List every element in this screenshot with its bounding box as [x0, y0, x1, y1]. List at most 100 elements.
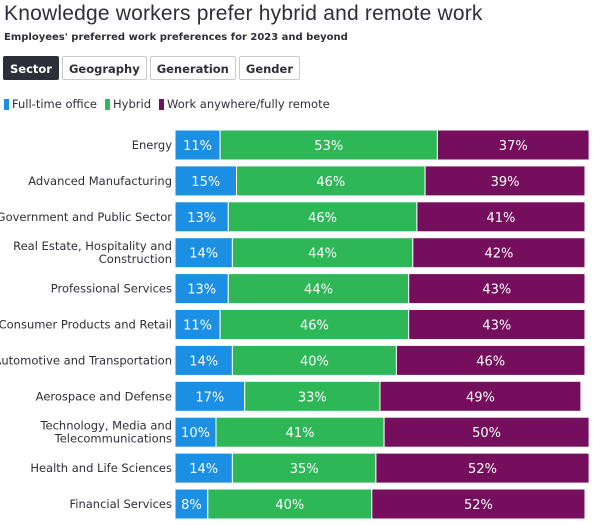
bar-segment-remote[interactable] — [412, 237, 586, 269]
bar-segment-hybrid[interactable] — [227, 201, 418, 233]
category-label: Consumer Products and Retail — [0, 318, 172, 332]
data-label-remote: 46% — [476, 354, 505, 369]
category-label: Automotive and Transportation — [0, 353, 172, 367]
category-label: Energy — [132, 138, 172, 152]
bar-segment-remote[interactable] — [416, 201, 586, 233]
data-label-remote: 49% — [466, 390, 495, 405]
bar-row: Energy 11% 53% 37% — [132, 129, 590, 161]
bar-segment-full-time-office[interactable] — [174, 129, 221, 161]
bar-row: Advanced Manufacturing 15% 46% 39% — [28, 165, 586, 197]
bar-segment-remote[interactable] — [424, 165, 586, 197]
legend-label-hybrid: Hybrid — [113, 97, 151, 111]
legend-swatch-full-time-office — [4, 98, 9, 110]
bar-row: Automotive and Transportation 14% 40% 46% — [0, 344, 586, 376]
data-label-hybrid: 53% — [314, 139, 343, 154]
bar-segment-remote[interactable] — [436, 129, 590, 161]
data-label-full-time-office: 15% — [191, 175, 220, 190]
bar-segment-hybrid[interactable] — [236, 165, 426, 197]
data-label-full-time-office: 11% — [183, 319, 212, 334]
data-label-full-time-office: 11% — [183, 139, 212, 154]
category-label: Financial Services — [69, 497, 172, 511]
category-label: Health and Life Sciences — [30, 461, 172, 475]
data-label-hybrid: 35% — [290, 462, 319, 477]
bar-segment-remote[interactable] — [379, 380, 582, 412]
stacked-bar-chart: Energy 11% 53% 37% Advanced Manufacturing 15%… — [0, 129, 590, 520]
chart-legend: Full-time office Hybrid Work anywhere/fu… — [4, 97, 330, 111]
bar-row: Government and Public Sector 13% 46% 41% — [0, 201, 586, 233]
legend-item-remote[interactable]: Work anywhere/fully remote — [159, 97, 330, 111]
chart-title: Knowledge workers prefer hybrid and remo… — [4, 2, 483, 25]
category-label: Government and Public Sector — [0, 210, 172, 224]
data-label-full-time-office: 10% — [181, 426, 210, 441]
bar-segment-full-time-office[interactable] — [174, 416, 217, 448]
bar-segment-hybrid[interactable] — [231, 344, 397, 376]
chart-subtitle: Employees' preferred work preferences fo… — [4, 32, 348, 43]
bar-segment-remote[interactable] — [375, 452, 590, 484]
category-label: Real Estate, Hospitality and Construction — [13, 239, 172, 266]
data-label-remote: 52% — [468, 462, 497, 477]
legend-swatch-hybrid — [105, 98, 111, 110]
bar-row: Technology, Media and Telecommunications 1… — [39, 416, 590, 448]
category-label: Aerospace and Defense — [36, 389, 172, 403]
tab-generation[interactable]: Generation — [149, 56, 236, 80]
bar-segment-full-time-office[interactable] — [174, 488, 209, 520]
data-label-full-time-office: 14% — [189, 462, 218, 477]
data-label-full-time-office: 13% — [187, 283, 216, 298]
data-label-remote: 43% — [482, 283, 511, 298]
bar-segment-remote[interactable] — [408, 273, 586, 305]
bar-row: Health and Life Sciences 14% 35% 52% — [30, 452, 590, 484]
data-label-hybrid: 46% — [316, 175, 345, 190]
tab-geography[interactable]: Geography — [61, 56, 147, 80]
category-label: Professional Services — [51, 282, 172, 296]
data-label-hybrid: 46% — [308, 211, 337, 226]
bar-segment-full-time-office[interactable] — [174, 344, 233, 376]
data-label-hybrid: 40% — [300, 354, 329, 369]
data-label-remote: 52% — [464, 498, 493, 513]
legend-label-full-time-office: Full-time office — [12, 97, 98, 111]
data-label-full-time-office: 14% — [189, 354, 218, 369]
data-label-hybrid: 44% — [304, 283, 333, 298]
bar-row: Consumer Products and Retail 11% 46% 43% — [0, 309, 586, 340]
category-label: Technology, Media and Telecommunications — [39, 419, 172, 446]
bar-segment-remote[interactable] — [383, 416, 590, 448]
bar-row: Aerospace and Defense 17% 33% 49% — [36, 380, 582, 412]
bar-segment-hybrid[interactable] — [231, 452, 377, 484]
bar-segment-remote[interactable] — [408, 309, 586, 340]
legend-item-full-time-office[interactable]: Full-time office — [4, 97, 97, 111]
data-label-remote: 39% — [491, 175, 520, 190]
bar-row: Real Estate, Hospitality and Construction… — [13, 237, 586, 269]
data-label-hybrid: 33% — [298, 390, 327, 405]
bar-segment-remote[interactable] — [395, 344, 586, 376]
bar-segment-hybrid[interactable] — [227, 273, 410, 305]
bar-segment-full-time-office[interactable] — [174, 309, 221, 340]
data-label-hybrid: 44% — [308, 247, 337, 262]
data-label-full-time-office: 8% — [181, 498, 202, 513]
bar-segment-full-time-office[interactable] — [174, 273, 229, 305]
data-label-remote: 43% — [482, 319, 511, 334]
data-label-remote: 50% — [472, 426, 501, 441]
bar-segment-full-time-office[interactable] — [174, 237, 233, 269]
bar-segment-full-time-office[interactable] — [174, 380, 246, 412]
filter-tabs: Sector Geography Generation Gender — [3, 56, 301, 80]
bar-segment-hybrid[interactable] — [244, 380, 381, 412]
bar-segment-full-time-office[interactable] — [174, 201, 229, 233]
data-label-remote: 41% — [486, 211, 515, 226]
bar-segment-hybrid[interactable] — [219, 129, 438, 161]
tab-gender[interactable]: Gender — [238, 56, 301, 80]
data-label-full-time-office: 14% — [189, 247, 218, 262]
data-label-full-time-office: 17% — [195, 390, 224, 405]
data-label-remote: 37% — [499, 139, 528, 154]
legend-label-remote: Work anywhere/fully remote — [167, 97, 330, 111]
data-label-hybrid: 41% — [286, 426, 315, 441]
legend-swatch-remote — [159, 98, 164, 110]
data-label-hybrid: 40% — [275, 498, 304, 513]
bar-segment-remote[interactable] — [371, 488, 586, 520]
data-label-hybrid: 46% — [300, 319, 329, 334]
data-label-full-time-office: 13% — [187, 211, 216, 226]
data-label-remote: 42% — [484, 247, 513, 262]
legend-item-hybrid[interactable]: Hybrid — [105, 97, 151, 111]
bar-segment-full-time-office[interactable] — [174, 452, 233, 484]
tab-sector[interactable]: Sector — [3, 56, 59, 80]
bar-row: Professional Services 13% 44% 43% — [51, 273, 586, 305]
bar-segment-hybrid[interactable] — [219, 309, 410, 340]
